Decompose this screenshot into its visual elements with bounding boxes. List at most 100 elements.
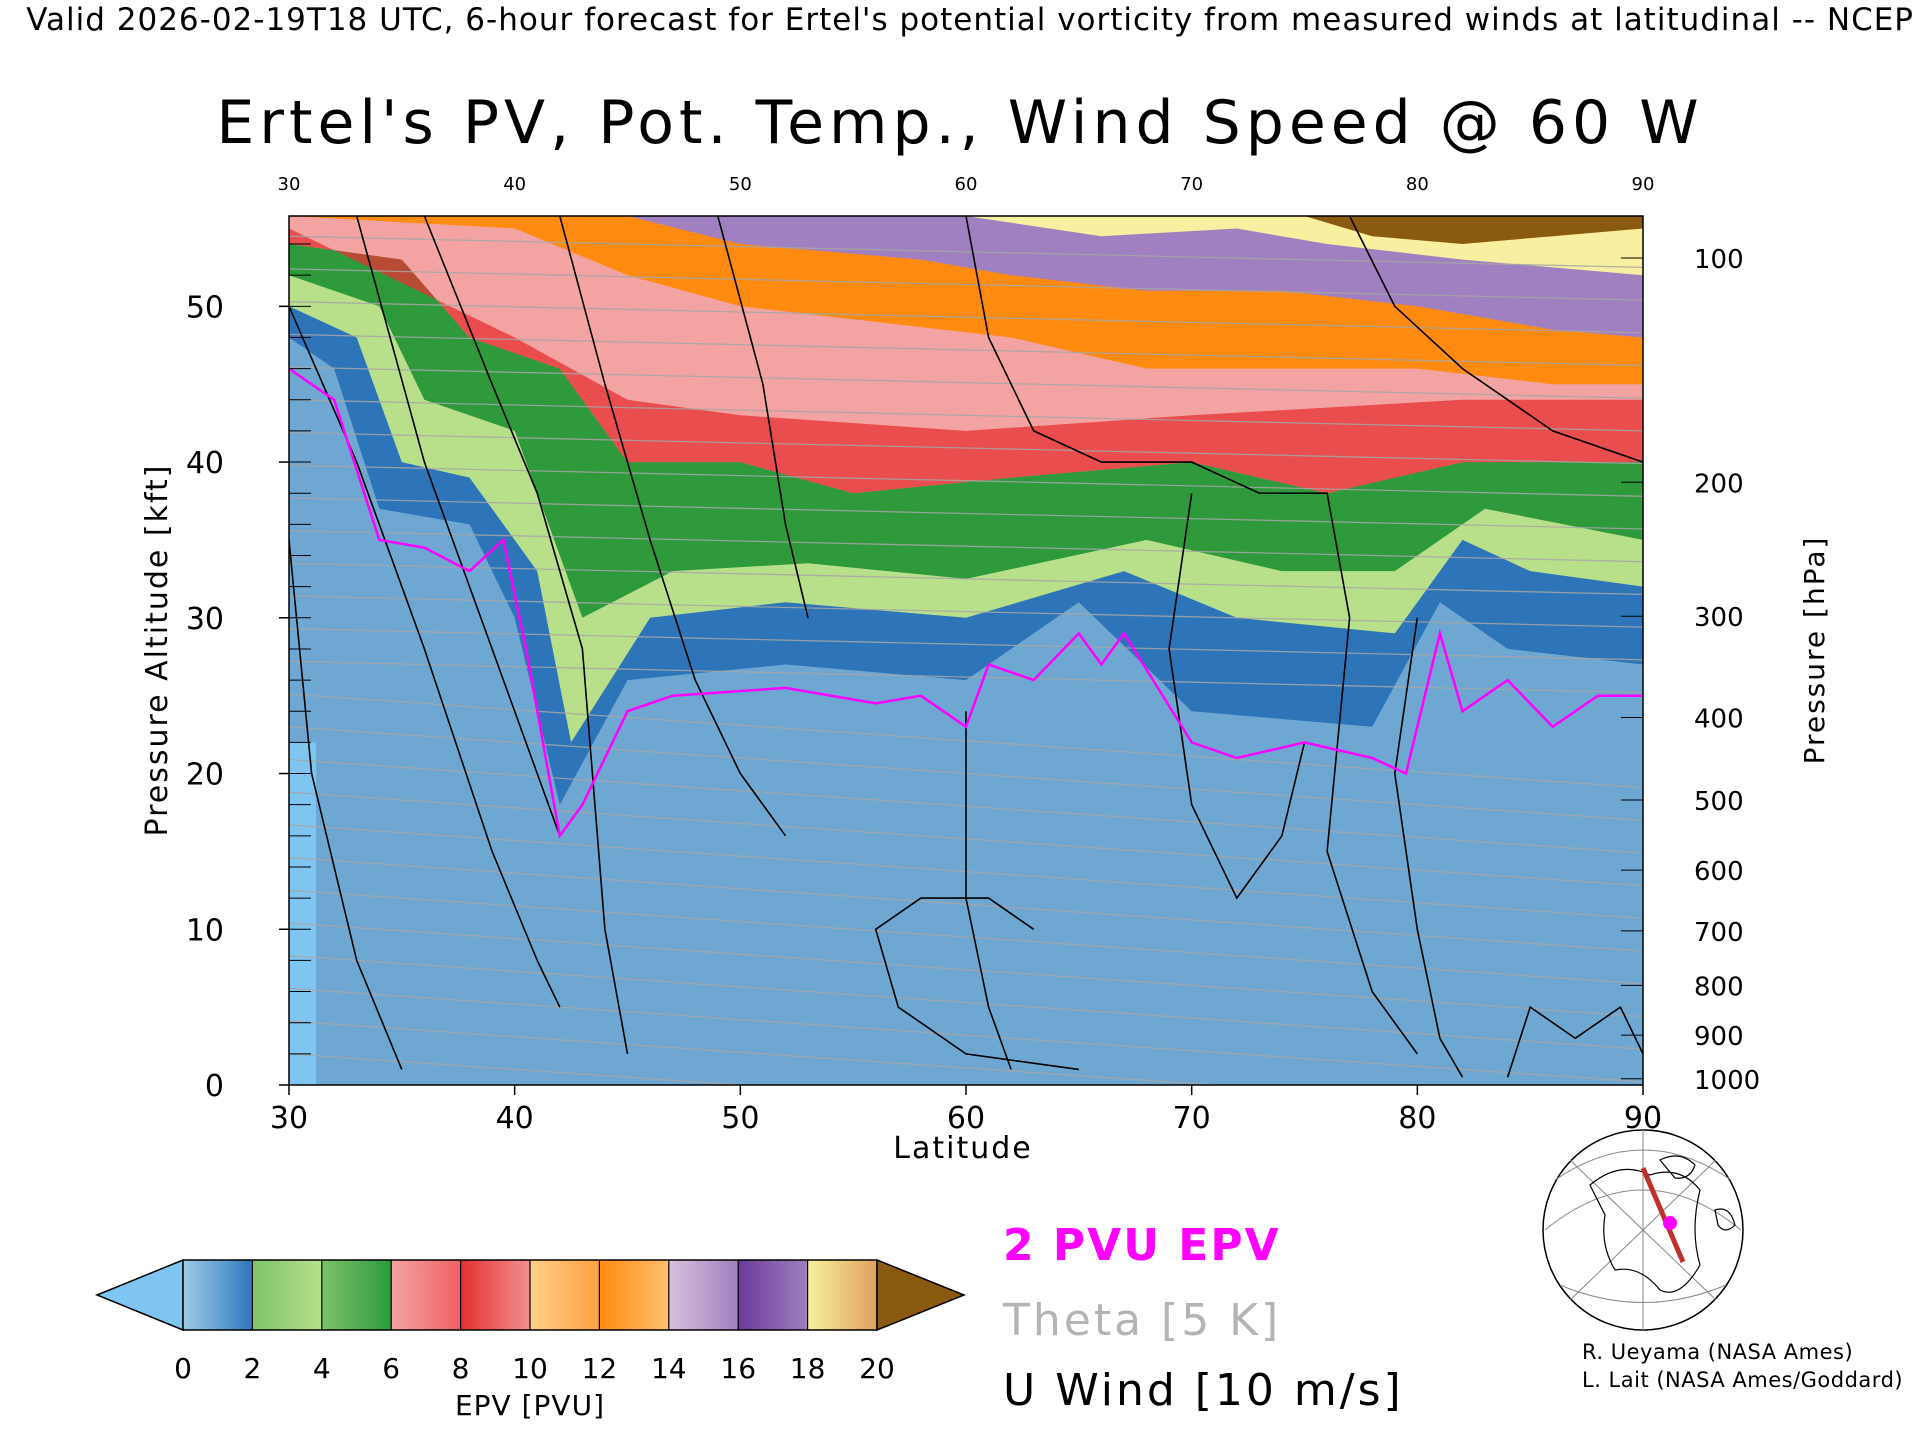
tropopause-2pvu-line	[289, 367, 1643, 839]
theta-contour	[289, 660, 1643, 694]
top-x-tick-label: 40	[503, 174, 526, 195]
x-tick-label: 40	[496, 1101, 534, 1136]
legend-theta: Theta [5 K]	[1002, 1295, 1281, 1346]
x-axis-top: 30 40 50 60 70 80 90	[278, 174, 1655, 195]
forecast-header: Valid 2026-02-19T18 UTC, 6-hour forecast…	[26, 2, 1914, 38]
top-x-tick-label: 90	[1632, 174, 1655, 195]
legend-2pvu: 2 PVU EPV	[1003, 1220, 1281, 1271]
u-wind-contour	[355, 216, 561, 837]
top-x-tick-label: 50	[729, 174, 752, 195]
theta-contour	[289, 497, 1643, 530]
x-tick-label: 80	[1398, 1101, 1436, 1136]
credit-line-2: L. Lait (NASA Ames/Goddard)	[1582, 1368, 1904, 1392]
credits: R. Ueyama (NASA Ames) L. Lait (NASA Ames…	[1582, 1340, 1903, 1392]
pressure-tick-label: 500	[1694, 787, 1744, 817]
epv-low-region	[289, 742, 317, 1085]
colorbar-ticks: 0 2 4 6 8 10 12 14 16 18 20	[174, 1260, 895, 1385]
credit-line-1: R. Ueyama (NASA Ames)	[1582, 1340, 1854, 1364]
u-wind-contour	[423, 216, 629, 1055]
pressure-tick-label: 1000	[1694, 1066, 1760, 1096]
legend-u-wind: U Wind [10 m/s]	[1003, 1365, 1404, 1416]
u-wind-contour	[1393, 617, 1464, 1078]
x-axis: 30 40 50 60 70 80 90	[270, 1085, 1662, 1136]
colorbar-tick-label: 14	[651, 1352, 687, 1385]
pressure-tick-label: 700	[1694, 918, 1744, 948]
epv-layer-20	[289, 216, 1643, 244]
x-axis-label: Latitude	[893, 1131, 1032, 1166]
colorbar-tick-label: 0	[174, 1352, 192, 1385]
pressure-tick-label: 100	[1694, 245, 1744, 275]
section-line	[1640, 1167, 1686, 1263]
map-graticule	[1544, 1130, 1742, 1330]
x-tick-label: 70	[1173, 1101, 1211, 1136]
y2-axis-label: Pressure [hPa]	[1798, 536, 1831, 765]
u-wind-contour	[289, 539, 403, 1070]
section-location-map	[1542, 1129, 1744, 1331]
colorbar-tick-label: 4	[313, 1352, 331, 1385]
top-x-tick-label: 30	[278, 174, 301, 195]
theta-contour	[289, 1020, 1225, 1085]
u-wind-contour	[874, 897, 1079, 1071]
chart-title: Ertel's PV, Pot. Temp., Wind Speed @ 60 …	[216, 88, 1704, 158]
colorbar-right-arrow	[876, 1258, 967, 1332]
theta-contour	[289, 987, 1643, 1083]
theta-contour	[289, 235, 1643, 269]
pressure-tick-label: 600	[1694, 857, 1744, 887]
plot-area	[288, 215, 1644, 1086]
tropopause-2pvu	[289, 367, 1643, 839]
section-marker	[1663, 1216, 1677, 1230]
colorbar-tick-label: 20	[859, 1352, 895, 1385]
theta-contour	[289, 529, 1643, 563]
y-tick-label: 0	[205, 1069, 224, 1104]
colorbar-tick-label: 6	[382, 1352, 400, 1385]
colorbar-tick-label: 12	[582, 1352, 618, 1385]
u-wind-contour	[559, 216, 787, 837]
y-axis-kft: 0 10 20 30 40 50	[186, 243, 311, 1104]
legend: 2 PVU EPV Theta [5 K] U Wind [10 m/s]	[1002, 1220, 1404, 1416]
colorbar-tick-label: 18	[790, 1352, 826, 1385]
theta-contour	[289, 1053, 750, 1085]
y-tick-label: 10	[186, 913, 224, 948]
epv-layer-14	[289, 216, 1643, 338]
y-tick-label: 40	[186, 446, 224, 481]
u-wind-contour	[1506, 1005, 1643, 1078]
x-tick-label: 60	[947, 1101, 985, 1136]
y-tick-label: 20	[186, 758, 224, 793]
theta-contour	[289, 268, 1643, 301]
theta-contour	[289, 399, 1643, 432]
x-tick-label: 30	[270, 1101, 308, 1136]
u-wind-contour	[965, 216, 1418, 1055]
theta-contour	[289, 333, 1643, 367]
top-x-tick-label: 70	[1180, 174, 1203, 195]
y-tick-label: 30	[186, 602, 224, 637]
colorbar-tick-label: 8	[452, 1352, 470, 1385]
colorbar-tick-label: 16	[720, 1352, 756, 1385]
u-wind-contour	[717, 216, 809, 618]
top-x-tick-label: 80	[1406, 174, 1429, 195]
y-axis-label: Pressure Altitude [kft]	[140, 464, 175, 837]
colorbar-left-arrow	[95, 1258, 184, 1332]
pressure-tick-label: 400	[1694, 704, 1744, 734]
pressure-tick-label: 900	[1694, 1022, 1744, 1052]
theta-contour	[289, 464, 1643, 497]
epv-layer-10	[289, 228, 1643, 494]
theta-contour	[289, 922, 1643, 1018]
colorbar-tick-label: 2	[243, 1352, 261, 1385]
x-tick-label: 50	[721, 1101, 759, 1136]
theta-contour	[289, 856, 1643, 952]
epv-shading	[289, 216, 1643, 1085]
u-wind-contour	[1348, 216, 1643, 463]
colorbar-tick-label: 10	[512, 1352, 548, 1385]
theta-contour	[289, 562, 1643, 596]
top-x-tick-label: 60	[955, 174, 978, 195]
u-wind-contour	[965, 711, 1012, 1070]
colorbar: 0 2 4 6 8 10 12 14 16 18 20 EPV [PVU]	[95, 1258, 967, 1422]
y-axis-pressure: 100 200 300 400 500 600 700 800 900 1000	[1621, 245, 1760, 1096]
colorbar-label: EPV [PVU]	[455, 1389, 605, 1422]
theta-contour	[289, 628, 1643, 661]
epv-layer-18	[289, 216, 1643, 276]
theta-contour	[289, 955, 1643, 1050]
pressure-tick-label: 300	[1694, 603, 1744, 633]
pressure-tick-label: 200	[1694, 469, 1744, 499]
